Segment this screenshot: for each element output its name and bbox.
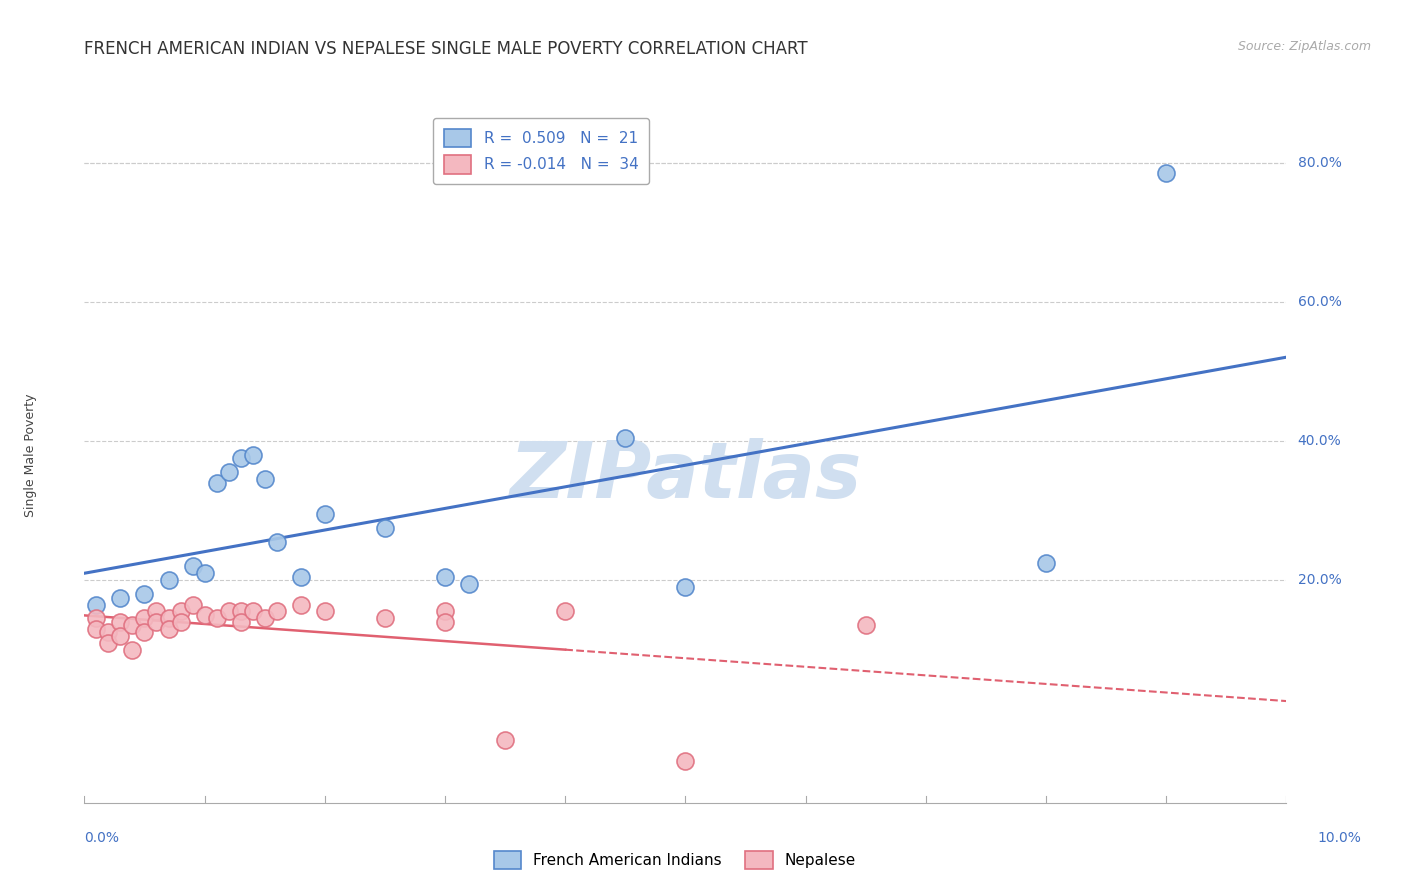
Point (181, 559, 204, 574)
Point (290, 570, 312, 584)
Point (157, 573, 180, 587)
Point (169, 605, 191, 619)
Point (374, 611, 396, 625)
Point (181, 598, 204, 612)
Point (194, 607, 217, 622)
Point (205, 611, 228, 625)
Text: 40.0%: 40.0% (1298, 434, 1341, 448)
Point (434, 605, 457, 619)
Point (1156, 166, 1178, 180)
Text: 20.0%: 20.0% (1298, 574, 1341, 587)
Point (229, 451, 252, 466)
Point (157, 622, 180, 636)
Point (205, 475, 228, 490)
Text: FRENCH AMERICAN INDIAN VS NEPALESE SINGLE MALE POVERTY CORRELATION CHART: FRENCH AMERICAN INDIAN VS NEPALESE SINGL… (84, 40, 808, 58)
Point (145, 615, 167, 629)
Point (253, 472, 276, 486)
Point (229, 605, 252, 619)
Point (86, 611, 108, 625)
Point (554, 605, 576, 619)
Point (110, 629, 132, 643)
Point (229, 615, 252, 629)
Point (434, 615, 457, 629)
Point (194, 566, 217, 581)
Point (242, 605, 264, 619)
Legend: French American Indians, Nepalese: French American Indians, Nepalese (488, 845, 862, 875)
Point (290, 598, 312, 612)
Point (614, 431, 637, 445)
Point (253, 611, 276, 625)
Point (458, 576, 481, 591)
Point (121, 618, 143, 632)
Point (134, 587, 156, 601)
Text: 60.0%: 60.0% (1298, 295, 1341, 309)
Text: 80.0%: 80.0% (1298, 156, 1341, 169)
Point (675, 754, 697, 768)
Point (97, 625, 120, 640)
Point (266, 534, 288, 549)
Point (266, 605, 288, 619)
Text: 0.0%: 0.0% (84, 831, 120, 846)
Point (434, 570, 457, 584)
Point (169, 615, 191, 629)
Text: Source: ZipAtlas.com: Source: ZipAtlas.com (1237, 40, 1371, 54)
Point (110, 591, 132, 605)
Point (855, 618, 877, 632)
Point (134, 625, 156, 640)
Point (314, 507, 336, 521)
Point (242, 448, 264, 462)
Point (675, 580, 697, 594)
Text: Single Male Poverty: Single Male Poverty (24, 393, 38, 516)
Point (110, 615, 132, 629)
Legend: R =  0.509   N =  21, R = -0.014   N =  34: R = 0.509 N = 21, R = -0.014 N = 34 (433, 118, 650, 185)
Point (121, 642, 143, 657)
Point (218, 605, 240, 619)
Point (157, 611, 180, 625)
Point (218, 466, 240, 480)
Point (374, 521, 396, 535)
Point (1035, 556, 1057, 570)
Text: ZIPatlas: ZIPatlas (509, 438, 862, 514)
Point (86, 622, 108, 636)
Point (494, 733, 516, 747)
Point (145, 605, 167, 619)
Point (86, 598, 108, 612)
Point (97, 636, 120, 650)
Text: 10.0%: 10.0% (1317, 831, 1361, 846)
Point (134, 611, 156, 625)
Point (314, 605, 336, 619)
